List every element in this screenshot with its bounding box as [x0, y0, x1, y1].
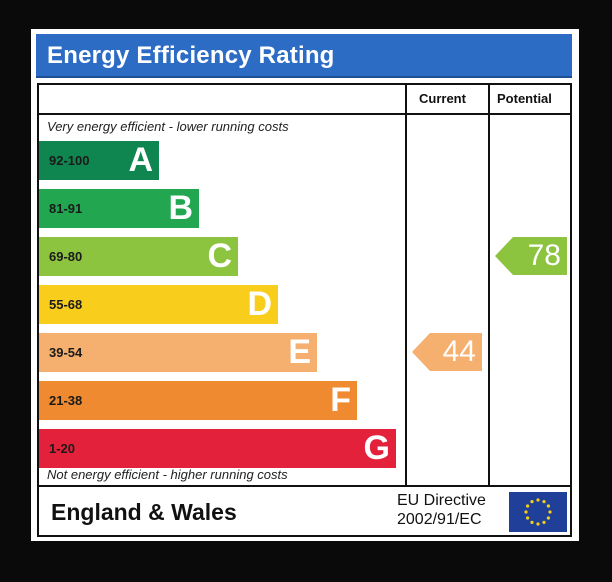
band-a-letter: A: [128, 141, 153, 179]
region-label: England & Wales: [51, 499, 237, 525]
band-f: 21-38 F: [39, 381, 357, 420]
header-divider: [39, 113, 570, 115]
directive-line-2: 2002/91/EC: [397, 511, 482, 528]
eu-flag-star: [546, 516, 550, 520]
potential-column-divider: [488, 85, 490, 485]
band-e-letter: E: [288, 333, 311, 371]
band-a: 92-100 A: [39, 141, 159, 180]
band-f-letter: F: [330, 381, 351, 419]
band-f-range: 21-38: [49, 393, 83, 408]
eu-flag-star: [530, 500, 534, 504]
current-column-divider: [405, 85, 407, 485]
chart-title: Energy Efficiency Rating: [47, 42, 335, 69]
band-b-range: 81-91: [49, 201, 83, 216]
eu-flag-star: [546, 504, 550, 508]
title-bar: Energy Efficiency Rating: [36, 34, 572, 78]
band-g-letter: G: [363, 429, 390, 467]
current-rating-marker: 44: [412, 333, 482, 371]
bottom-caption: Not energy efficient - higher running co…: [47, 467, 288, 482]
band-d: 55-68 D: [39, 285, 278, 324]
potential-rating-value: 78: [527, 239, 561, 272]
band-c: 69-80 C: [39, 237, 238, 276]
eu-flag-star: [526, 516, 530, 520]
band-b: 81-91 B: [39, 189, 199, 228]
band-d-range: 55-68: [49, 297, 83, 312]
eu-flag-star: [536, 522, 540, 526]
eu-flag-star: [548, 510, 552, 514]
band-c-letter: C: [207, 237, 232, 275]
energy-rating-card: Energy Efficiency Rating Current Potenti…: [31, 29, 579, 541]
band-g-range: 1-20: [49, 441, 76, 456]
eu-flag-star: [536, 498, 540, 502]
eu-flag-star: [530, 520, 534, 524]
footer: England & Wales EU Directive 2002/91/EC: [37, 487, 572, 537]
band-b-letter: B: [168, 189, 193, 227]
rating-grid: Current Potential Very energy efficient …: [37, 83, 572, 487]
potential-rating-marker: 78: [495, 237, 567, 275]
band-c-range: 69-80: [49, 249, 83, 264]
directive-line-1: EU Directive: [397, 492, 486, 509]
band-a-range: 92-100: [49, 153, 90, 168]
eu-flag-star: [524, 510, 528, 514]
band-e: 39-54 E: [39, 333, 317, 372]
eu-flag-star: [526, 504, 530, 508]
eu-flag-star: [542, 500, 546, 504]
band-d-letter: D: [247, 285, 272, 323]
band-e-range: 39-54: [49, 345, 83, 360]
eu-directive: EU Directive 2002/91/EC: [397, 491, 486, 529]
potential-column-header: Potential: [497, 91, 552, 106]
band-g: 1-20 G: [39, 429, 396, 468]
top-caption: Very energy efficient - lower running co…: [47, 119, 289, 134]
current-rating-value: 44: [442, 335, 476, 368]
eu-flag-icon: [509, 492, 567, 532]
eu-flag-star: [542, 520, 546, 524]
current-column-header: Current: [419, 91, 466, 106]
